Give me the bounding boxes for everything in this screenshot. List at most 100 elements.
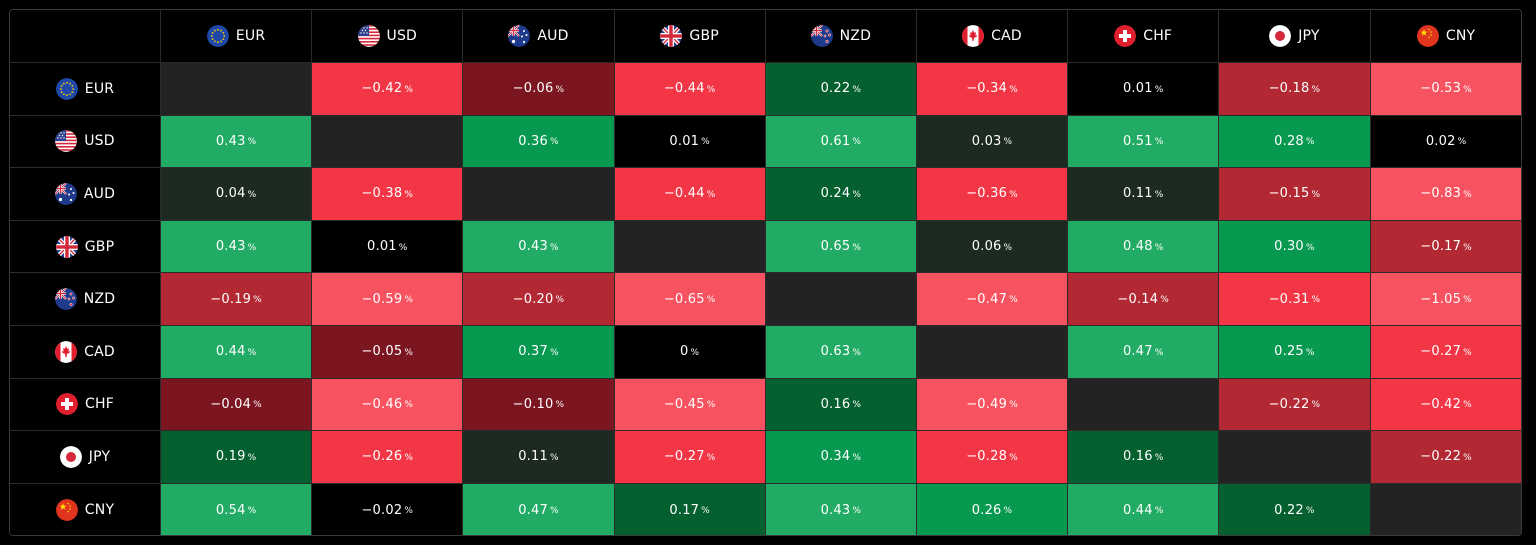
rate-cell-chf-jpy[interactable]: −0.22% [1219, 378, 1371, 432]
row-header-gbp[interactable]: GBP [10, 220, 161, 274]
rate-cell-chf-nzd[interactable]: 0.16% [765, 378, 917, 432]
rate-cell-eur-aud[interactable]: −0.06% [463, 63, 615, 116]
rate-cell-cny-nzd[interactable]: 0.43% [765, 483, 917, 535]
rate-cell-gbp-cny[interactable]: −0.17% [1370, 220, 1521, 274]
rate-cell-cny-cad[interactable]: 0.26% [916, 483, 1069, 535]
row-header-nzd[interactable]: NZD [10, 273, 161, 326]
rate-cell-cny-jpy[interactable]: 0.22% [1219, 483, 1371, 535]
rate-cell-cad-gbp[interactable]: 0% [614, 325, 766, 379]
rate-cell-aud-eur[interactable]: 0.04% [161, 168, 313, 221]
row-header-chf[interactable]: CHF [10, 378, 161, 432]
rate-cell-jpy-cny[interactable]: −0.22% [1370, 431, 1521, 484]
row-header-eur[interactable]: EUR [10, 63, 161, 116]
rate-cell-nzd-gbp[interactable]: −0.65% [614, 273, 766, 326]
rate-cell-gbp-eur[interactable]: 0.43% [161, 220, 313, 274]
rate-value: 0.61 [820, 133, 851, 149]
rate-cell-nzd-jpy[interactable]: −0.31% [1219, 273, 1371, 326]
column-header-aud[interactable]: AUD [463, 10, 615, 63]
rate-cell-gbp-usd[interactable]: 0.01% [312, 220, 464, 274]
rate-cell-gbp-nzd[interactable]: 0.65% [765, 220, 917, 274]
rate-cell-aud-jpy[interactable]: −0.15% [1219, 168, 1371, 221]
rate-cell-aud-chf[interactable]: 0.11% [1068, 168, 1220, 221]
column-header-nzd[interactable]: NZD [765, 10, 917, 63]
percent-sign: % [852, 137, 862, 148]
column-header-cad[interactable]: CAD [916, 10, 1069, 63]
rate-cell-cad-usd[interactable]: −0.05% [312, 325, 464, 379]
rate-cell-chf-cny[interactable]: −0.42% [1370, 378, 1521, 432]
row-header-cny[interactable]: CNY [10, 483, 161, 535]
column-header-usd[interactable]: USD [312, 10, 464, 63]
rate-cell-eur-nzd[interactable]: 0.22% [765, 63, 917, 116]
rate-cell-jpy-gbp[interactable]: −0.27% [614, 431, 766, 484]
rate-cell-chf-gbp[interactable]: −0.45% [614, 378, 766, 432]
rate-cell-cad-chf[interactable]: 0.47% [1068, 325, 1220, 379]
rate-cell-cad-nzd[interactable]: 0.63% [765, 325, 917, 379]
rate-cell-nzd-eur[interactable]: −0.19% [161, 273, 313, 326]
rate-cell-cny-eur[interactable]: 0.54% [161, 483, 313, 535]
rate-cell-usd-jpy[interactable]: 0.28% [1219, 115, 1371, 169]
rate-cell-usd-chf[interactable]: 0.51% [1068, 115, 1220, 169]
rate-cell-cad-cny[interactable]: −0.27% [1370, 325, 1521, 379]
rate-value: −0.47 [966, 291, 1008, 307]
rate-cell-jpy-chf[interactable]: 0.16% [1068, 431, 1220, 484]
rate-cell-cad-eur[interactable]: 0.44% [161, 325, 313, 379]
rate-cell-cny-usd[interactable]: −0.02% [312, 483, 464, 535]
rate-cell-aud-usd[interactable]: −0.38% [312, 168, 464, 221]
rate-cell-gbp-aud[interactable]: 0.43% [463, 220, 615, 274]
rate-cell-eur-usd[interactable]: −0.42% [312, 63, 464, 116]
rate-cell-aud-nzd[interactable]: 0.24% [765, 168, 917, 221]
column-header-eur[interactable]: EUR [161, 10, 313, 63]
rate-cell-jpy-cad[interactable]: −0.28% [916, 431, 1069, 484]
rate-cell-usd-gbp[interactable]: 0.01% [614, 115, 766, 169]
rate-cell-aud-cny[interactable]: −0.83% [1370, 168, 1521, 221]
rate-cell-cny-aud[interactable]: 0.47% [463, 483, 615, 535]
rate-cell-aud-gbp[interactable]: −0.44% [614, 168, 766, 221]
rate-cell-usd-nzd[interactable]: 0.61% [765, 115, 917, 169]
rate-cell-usd-cny[interactable]: 0.02% [1370, 115, 1521, 169]
rate-cell-usd-eur[interactable]: 0.43% [161, 115, 313, 169]
rate-cell-eur-jpy[interactable]: −0.18% [1219, 63, 1371, 116]
rate-cell-nzd-chf[interactable]: −0.14% [1068, 273, 1220, 326]
rate-cell-gbp-jpy[interactable]: 0.30% [1219, 220, 1371, 274]
rate-cell-chf-cad[interactable]: −0.49% [916, 378, 1069, 432]
rate-cell-eur-chf[interactable]: 0.01% [1068, 63, 1220, 116]
rate-cell-chf-eur[interactable]: −0.04% [161, 378, 313, 432]
percent-sign: % [549, 506, 559, 517]
rate-cell-eur-cny[interactable]: −0.53% [1370, 63, 1521, 116]
rate-cell-jpy-nzd[interactable]: 0.34% [765, 431, 917, 484]
rate-cell-cad-jpy[interactable]: 0.25% [1219, 325, 1371, 379]
rate-cell-nzd-cad[interactable]: −0.47% [916, 273, 1069, 326]
rate-cell-jpy-usd[interactable]: −0.26% [312, 431, 464, 484]
au-flag-icon [508, 25, 531, 47]
rate-cell-jpy-aud[interactable]: 0.11% [463, 431, 615, 484]
row-header-jpy[interactable]: JPY [10, 431, 161, 484]
rate-cell-usd-cad[interactable]: 0.03% [916, 115, 1069, 169]
rate-cell-chf-aud[interactable]: −0.10% [463, 378, 615, 432]
rate-cell-nzd-cny[interactable]: −1.05% [1370, 273, 1521, 326]
percent-sign: % [247, 452, 257, 463]
row-header-aud[interactable]: AUD [10, 168, 161, 221]
row-header-usd[interactable]: USD [10, 115, 161, 169]
percent-sign: % [1009, 400, 1018, 411]
rate-cell-chf-usd[interactable]: −0.46% [312, 378, 464, 432]
rate-cell-eur-cad[interactable]: −0.34% [916, 63, 1069, 116]
rate-cell-cny-chf[interactable]: 0.44% [1068, 483, 1220, 535]
rate-cell-eur-gbp[interactable]: −0.44% [614, 63, 766, 116]
column-header-chf[interactable]: CHF [1068, 10, 1220, 63]
rate-cell-gbp-chf[interactable]: 0.48% [1068, 220, 1220, 274]
rate-cell-jpy-eur[interactable]: 0.19% [161, 431, 313, 484]
rate-cell-gbp-cad[interactable]: 0.06% [916, 220, 1069, 274]
rate-cell-cny-gbp[interactable]: 0.17% [614, 483, 766, 535]
column-header-gbp[interactable]: GBP [614, 10, 766, 63]
percent-sign: % [404, 452, 414, 463]
rate-cell-nzd-usd[interactable]: −0.59% [312, 273, 464, 326]
column-header-jpy[interactable]: JPY [1219, 10, 1371, 63]
rate-cell-aud-cad[interactable]: −0.36% [916, 168, 1069, 221]
rate-value: −0.31 [1268, 291, 1310, 307]
row-header-label: NZD [83, 291, 116, 308]
row-header-cad[interactable]: CAD [10, 325, 161, 379]
rate-cell-usd-aud[interactable]: 0.36% [463, 115, 615, 169]
rate-cell-cad-aud[interactable]: 0.37% [463, 325, 615, 379]
column-header-cny[interactable]: CNY [1370, 10, 1521, 63]
rate-cell-nzd-aud[interactable]: −0.20% [463, 273, 615, 326]
